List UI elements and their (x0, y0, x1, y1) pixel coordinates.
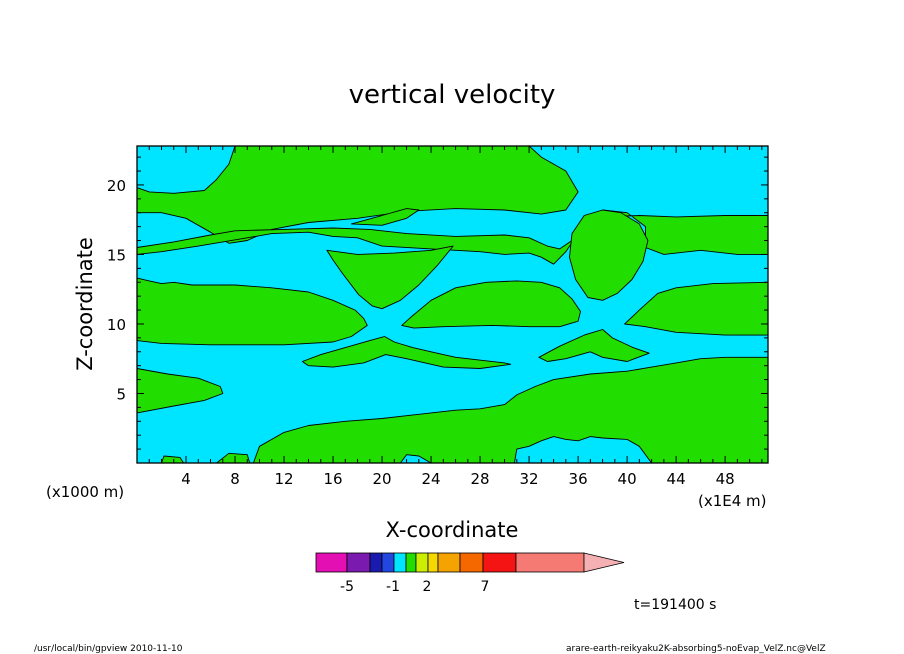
colorbar-segment (427, 552, 439, 573)
contour-region-center-band-11 (401, 280, 581, 329)
colorbar-segment (515, 552, 585, 573)
colorbar-segment (393, 552, 407, 573)
x-tick-label: 20 (373, 470, 392, 488)
contour-region-upper-left-positive (137, 146, 579, 244)
x-tick-label: 40 (618, 470, 637, 488)
colorbar-segment (437, 552, 461, 573)
contour-region-v-shape-upper (326, 245, 454, 310)
plot-frame (136, 145, 769, 464)
contour-region-central-bubble (569, 209, 649, 301)
contour-region-ground-patch-b (216, 452, 251, 463)
x-tick-label: 12 (274, 470, 293, 488)
contour-region-right-lens-8 (538, 329, 650, 362)
colorbar-segment (381, 552, 395, 573)
y-tick-label: 20 (107, 177, 126, 195)
y-tick-label: 10 (107, 316, 126, 334)
footer-left: /usr/local/bin/gpview 2010-11-10 (34, 644, 183, 654)
x-tick-label: 16 (323, 470, 342, 488)
x-tick-label: 44 (667, 470, 686, 488)
time-annotation: t=191400 s (634, 597, 716, 613)
colorbar-segment (482, 552, 517, 573)
x-axis-label: X-coordinate (386, 518, 519, 542)
x-tick-label: 32 (520, 470, 539, 488)
y-unit-label: (x1000 m) (46, 483, 124, 501)
contour-region-right-band-11 (624, 281, 768, 336)
colorbar-segment (346, 552, 371, 573)
chart-title: vertical velocity (349, 80, 556, 110)
x-tick-label: 24 (422, 470, 441, 488)
y-tick-label: 15 (107, 246, 126, 264)
contour-region-left-band-11 (137, 277, 368, 346)
colorbar-segment (459, 552, 484, 573)
contour-region-left-blob-5 (137, 368, 224, 414)
contour-regions (137, 146, 768, 463)
colorbar-tick-label: 2 (423, 579, 432, 595)
y-axis-label: Z-coordinate (73, 237, 97, 371)
colorbar-tick-label: -1 (386, 579, 400, 595)
x-tick-label: 36 (569, 470, 588, 488)
footer-right: arare-earth-reikyaku2K-absorbing5-noEvap… (566, 644, 826, 654)
contour-region-mid-lens-8 (301, 336, 512, 369)
colorbar: -5 -1 2 7 (315, 552, 625, 595)
x-tick-label: 28 (471, 470, 490, 488)
x-tick-label: 8 (230, 470, 240, 488)
contour-region-small-ridge-18 (350, 208, 420, 226)
colorbar-segment (415, 552, 429, 573)
x-tick-label: 48 (716, 470, 735, 488)
y-axis-ticks: 5 10 15 20 (107, 156, 768, 450)
colorbar-segment (315, 552, 348, 573)
colorbar-segment (405, 552, 417, 573)
x-unit-label: (x1E4 m) (698, 492, 767, 510)
y-tick-label: 5 (116, 385, 126, 403)
contour-region-left-band-15 (137, 209, 768, 265)
colorbar-tick-label: -5 (340, 579, 354, 595)
contour-region-ground-patch-a (161, 455, 185, 463)
colorbar-tick-label: 7 (481, 579, 490, 595)
contour-region-bottom-right-layer (252, 356, 768, 463)
x-tick-label: 4 (181, 470, 191, 488)
colorbar-end-triangle (583, 552, 625, 573)
x-axis-ticks: 4 8 12 16 20 24 28 32 36 40 44 48 (148, 146, 763, 488)
colorbar-segment (369, 552, 383, 573)
